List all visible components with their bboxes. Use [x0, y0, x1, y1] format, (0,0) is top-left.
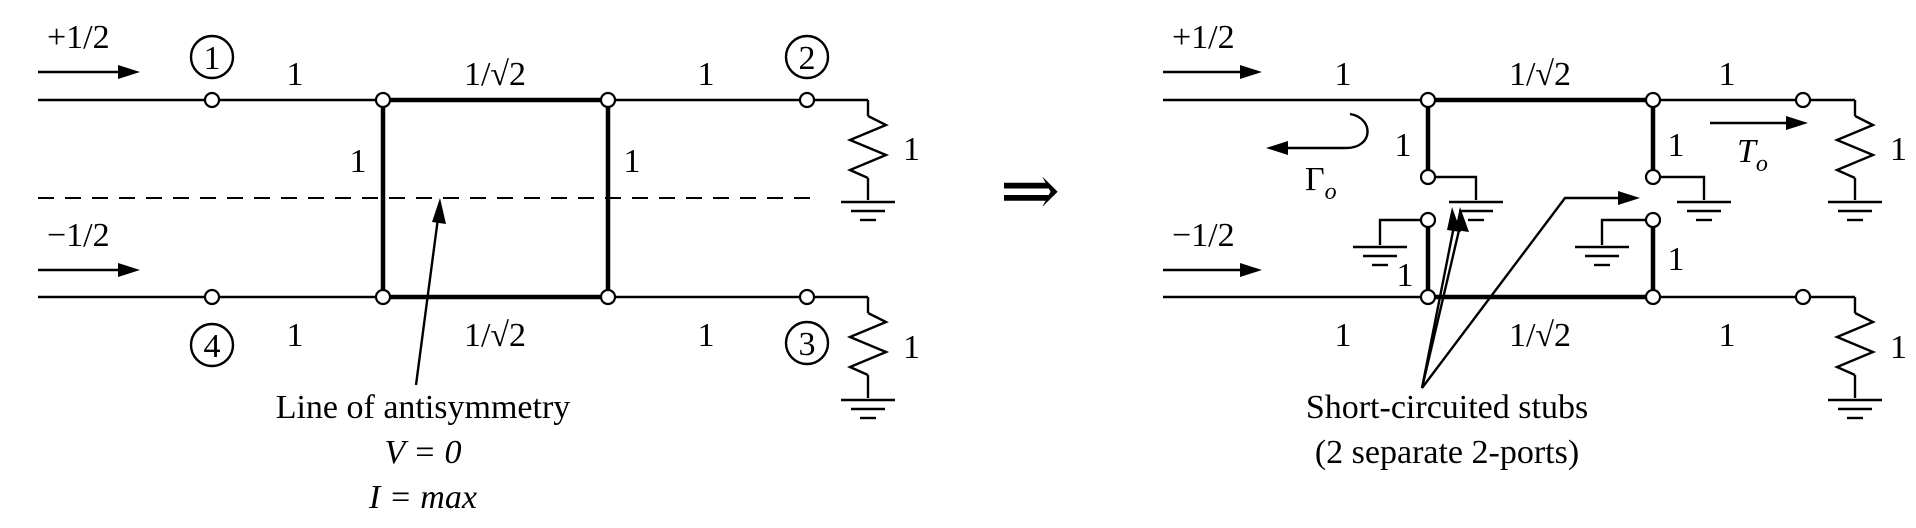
node	[798, 288, 816, 306]
port-3-circle	[784, 320, 830, 366]
node	[1644, 168, 1662, 186]
input-top-label: +1/2	[1172, 19, 1235, 56]
caption-line-2: (2 separate 2-ports)	[1315, 434, 1579, 471]
gamma-symbol: Γ	[1305, 161, 1325, 198]
ground-icon	[1677, 200, 1731, 222]
transmission-arrow	[1710, 116, 1808, 130]
input-top-label: +1/2	[47, 19, 110, 56]
stub-short-wire	[1428, 175, 1478, 200]
node	[1644, 91, 1662, 109]
antisymmetry-pointer	[414, 198, 446, 386]
stub-impedance-label: 1	[1668, 127, 1685, 164]
port-4-label: 4	[204, 328, 221, 365]
port-2-label: 2	[799, 40, 816, 77]
node	[374, 91, 392, 109]
ground-icon	[1449, 200, 1503, 222]
port-3-label: 3	[799, 326, 816, 363]
load-resistor-bottom	[846, 297, 890, 398]
node	[1794, 288, 1812, 306]
node	[1644, 211, 1662, 229]
node	[203, 288, 221, 306]
load-bottom-label: 1	[1890, 329, 1907, 366]
gamma-subscript: o	[1325, 179, 1337, 205]
load-top-label: 1	[1890, 131, 1907, 168]
impedance-label: 1	[1719, 56, 1736, 93]
node	[599, 91, 617, 109]
node	[1419, 168, 1437, 186]
stub-short-wire	[1600, 218, 1653, 245]
node	[1644, 288, 1662, 306]
t-subscript: o	[1756, 151, 1768, 177]
impedance-label: 1	[698, 56, 715, 93]
caption-line-1: Short-circuited stubs	[1306, 389, 1588, 426]
load-resistor-bottom	[1833, 297, 1877, 398]
node	[798, 91, 816, 109]
caption-line-1: Line of antisymmetry	[276, 389, 571, 426]
stub-short-wire	[1378, 218, 1428, 245]
stub-short-wire	[1653, 175, 1706, 200]
series-impedance-top: 1/√2	[1509, 56, 1571, 93]
input-bottom-label: −1/2	[47, 217, 110, 254]
node	[1419, 211, 1437, 229]
series-impedance-top: 1/√2	[464, 56, 526, 93]
node	[1419, 288, 1437, 306]
ground-icon	[1575, 245, 1629, 267]
port-1-label: 1	[204, 40, 221, 77]
port-4-circle	[189, 322, 235, 368]
ground-icon	[1353, 245, 1407, 267]
ground-icon	[1828, 200, 1882, 222]
load-top-label: 1	[903, 131, 920, 168]
impedance-label: 1	[698, 317, 715, 354]
load-resistor-top	[846, 100, 890, 200]
node	[1419, 91, 1437, 109]
right-circuit: +1/2 −1/2 1 1 1 1 1/√2 1/√2 1 1 1 1 1 1 …	[1163, 19, 1907, 471]
node	[1794, 91, 1812, 109]
ground-icon	[841, 200, 895, 222]
stub-impedance-label: 1	[1395, 127, 1412, 164]
implies-arrow: ⇒	[1000, 151, 1060, 231]
load-bottom-label: 1	[903, 329, 920, 366]
node	[599, 288, 617, 306]
caption-line-3: I = max	[368, 479, 477, 516]
load-resistor-top	[1833, 100, 1877, 200]
port-1-circle	[189, 34, 235, 80]
impedance-label: 1	[287, 317, 304, 354]
impedance-label: 1	[287, 56, 304, 93]
stub-pointer-arrow	[1420, 207, 1469, 389]
reflection-coefficient-label: Γo	[1305, 161, 1337, 205]
transmission-coefficient-label: To	[1737, 133, 1768, 177]
series-impedance-bottom: 1/√2	[1509, 317, 1571, 354]
stub-pointer-arrow	[1421, 191, 1640, 389]
input-arrow-top	[38, 65, 140, 79]
ground-icon	[1828, 398, 1882, 420]
impedance-label: 1	[1719, 317, 1736, 354]
input-bottom-label: −1/2	[1172, 217, 1235, 254]
input-arrow-bottom	[38, 263, 140, 277]
stub-impedance-label: 1	[1397, 257, 1414, 294]
input-arrow-bottom	[1163, 263, 1262, 277]
ground-icon	[841, 398, 895, 420]
series-impedance-bottom: 1/√2	[464, 317, 526, 354]
t-symbol: T	[1737, 133, 1758, 170]
node	[374, 288, 392, 306]
impedance-label: 1	[1335, 317, 1352, 354]
node	[203, 91, 221, 109]
impedance-label: 1	[1335, 56, 1352, 93]
stub-impedance-label: 1	[1668, 241, 1685, 278]
left-circuit: +1/2 −1/2 1 2 3 4 1 1 1 1 1/√2 1/√2 1 1 …	[38, 19, 920, 516]
shunt-impedance-left: 1	[350, 143, 367, 180]
input-arrow-top	[1163, 65, 1262, 79]
reflection-arrow	[1266, 112, 1369, 155]
port-2-circle	[784, 34, 830, 80]
shunt-impedance-right: 1	[624, 143, 641, 180]
caption-line-2: V = 0	[384, 434, 461, 471]
